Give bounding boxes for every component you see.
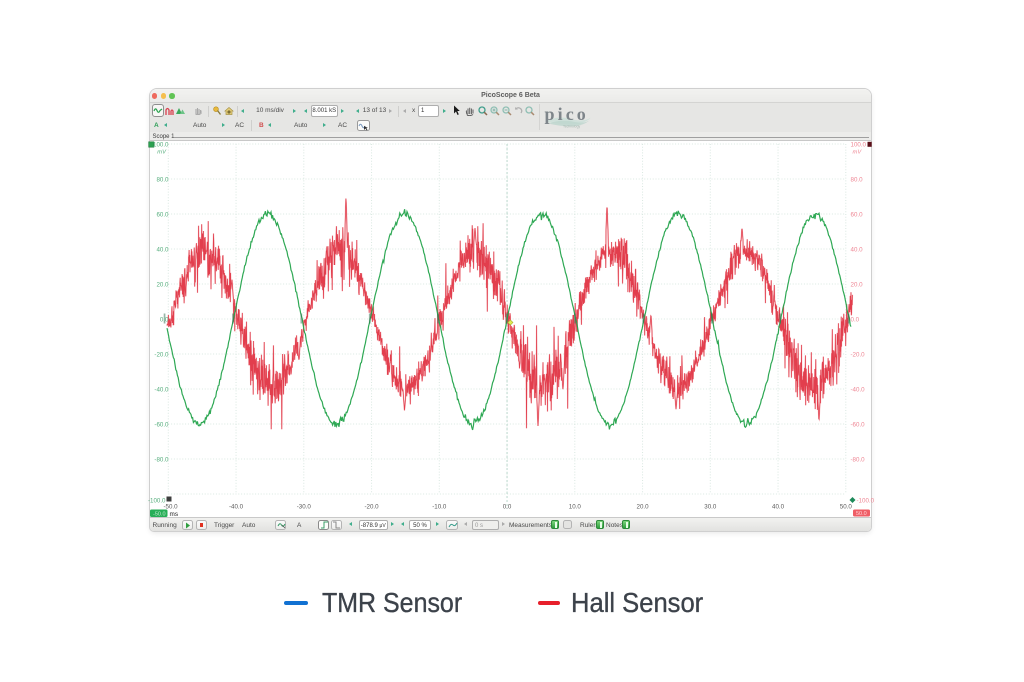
svg-text:-100.0: -100.0 bbox=[857, 497, 875, 504]
svg-text:pico: pico bbox=[545, 106, 589, 124]
svg-text:-40.0: -40.0 bbox=[154, 386, 169, 393]
svg-text:30.0: 30.0 bbox=[704, 504, 717, 511]
svg-text:100.0: 100.0 bbox=[851, 141, 867, 148]
svg-text:60.0: 60.0 bbox=[851, 211, 864, 218]
svg-text:50.0: 50.0 bbox=[840, 504, 853, 511]
svg-text:-20.0: -20.0 bbox=[851, 351, 866, 358]
svg-text:40.0: 40.0 bbox=[156, 246, 169, 253]
svg-text:ms: ms bbox=[170, 511, 179, 518]
svg-text:100.0: 100.0 bbox=[153, 141, 169, 148]
svg-text:-20.0: -20.0 bbox=[364, 504, 379, 511]
svg-text:80.0: 80.0 bbox=[156, 176, 169, 183]
svg-text:-60.0: -60.0 bbox=[154, 421, 169, 428]
svg-text:0.0: 0.0 bbox=[851, 316, 860, 323]
svg-text:mV: mV bbox=[853, 149, 863, 155]
svg-text:-10.0: -10.0 bbox=[432, 504, 447, 511]
svg-text:mV: mV bbox=[157, 149, 167, 155]
svg-text:-50.0: -50.0 bbox=[163, 504, 178, 511]
svg-text:20.0: 20.0 bbox=[156, 281, 169, 288]
svg-text:40.0: 40.0 bbox=[772, 504, 785, 511]
svg-text:20.0: 20.0 bbox=[851, 281, 864, 288]
svg-text:-50.0: -50.0 bbox=[153, 512, 166, 518]
svg-text:0.0: 0.0 bbox=[160, 316, 169, 323]
svg-text:80.0: 80.0 bbox=[851, 176, 864, 183]
svg-text:-40.0: -40.0 bbox=[851, 386, 866, 393]
svg-text:0.0: 0.0 bbox=[503, 504, 512, 511]
svg-text:-30.0: -30.0 bbox=[297, 504, 312, 511]
svg-text:-80.0: -80.0 bbox=[154, 456, 169, 463]
svg-text:-40.0: -40.0 bbox=[229, 504, 244, 511]
svg-text:-20.0: -20.0 bbox=[154, 351, 169, 358]
svg-text:-60.0: -60.0 bbox=[851, 421, 866, 428]
svg-text:60.0: 60.0 bbox=[156, 211, 169, 218]
svg-text:20.0: 20.0 bbox=[637, 504, 650, 511]
svg-text:-80.0: -80.0 bbox=[851, 456, 866, 463]
svg-text:Technology: Technology bbox=[563, 125, 580, 129]
svg-text:-100.0: -100.0 bbox=[148, 497, 166, 504]
svg-text:40.0: 40.0 bbox=[851, 246, 864, 253]
svg-text:10.0: 10.0 bbox=[569, 504, 582, 511]
svg-text:50.0: 50.0 bbox=[856, 511, 867, 517]
